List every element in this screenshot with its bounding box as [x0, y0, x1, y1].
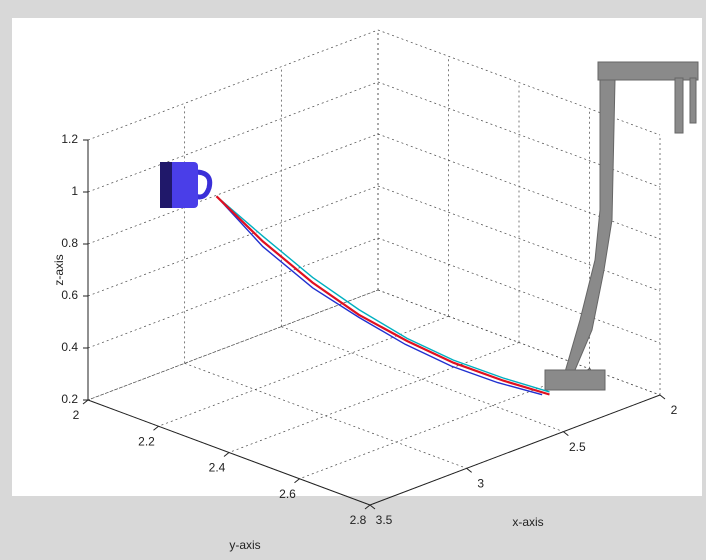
x-tick-label: 3 — [477, 477, 484, 491]
y-tick-label: 2.8 — [350, 513, 367, 527]
arm-base — [545, 370, 605, 390]
z-tick-label: 1.2 — [61, 132, 78, 146]
y-tick-label: 2.6 — [279, 487, 296, 501]
y-tick-label: 2.4 — [209, 461, 226, 475]
y-tick-label: 2.2 — [138, 434, 155, 448]
z-tick-label: 1 — [71, 184, 78, 198]
x-tick-label: 2.5 — [569, 440, 586, 454]
z-axis-label: z-axis — [52, 254, 66, 285]
z-tick-label: 0.4 — [61, 340, 78, 354]
gripper — [598, 62, 698, 80]
chart: 0.2 0.4 0.6 0.8 1 1.2 2 2.2 2.4 2.6 2.8 2 2.5 3 3.5 z-… — [0, 0, 706, 560]
gripper-finger — [675, 78, 683, 133]
z-tick-label: 0.2 — [61, 392, 78, 406]
z-tick-label: 0.8 — [61, 236, 78, 250]
y-axis-label: y-axis — [229, 538, 260, 552]
x-axis-label: x-axis — [512, 515, 543, 529]
cup-shadow — [160, 162, 172, 208]
x-tick-label: 2 — [671, 403, 678, 417]
x-tick-label: 3.5 — [376, 513, 393, 527]
y-tick-label: 2 — [73, 408, 80, 422]
z-tick-label: 0.6 — [61, 288, 78, 302]
gripper-finger — [690, 78, 696, 123]
